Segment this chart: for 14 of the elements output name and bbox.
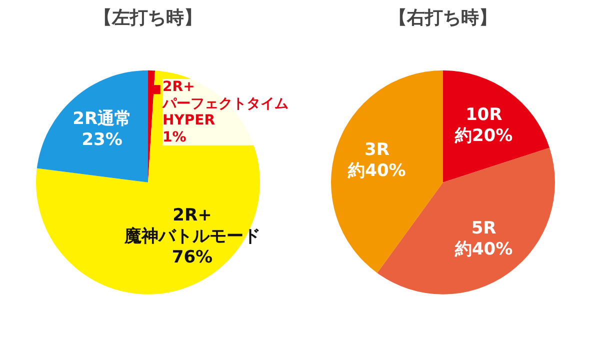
slice-label: 2R+魔神バトルモード — [123, 205, 260, 246]
legend-label: 2R+パーフェクトタイムHYPER — [162, 79, 289, 129]
data-label: 76% — [172, 247, 213, 268]
slice-label: 10R — [465, 105, 502, 126]
chart-title: 【左打ち時】 — [94, 8, 202, 28]
data-label: 約20% — [454, 126, 513, 146]
data-label: 約40% — [347, 161, 406, 182]
slice-label: 2R通常 — [72, 109, 132, 130]
data-label: 約40% — [454, 240, 513, 260]
data-label: 23% — [82, 130, 122, 150]
data-label: 1% — [162, 129, 186, 146]
slice-label: 3R — [364, 140, 390, 160]
slice-label: 5R — [471, 218, 496, 239]
chart-title: 【右打ち時】 — [389, 8, 497, 28]
